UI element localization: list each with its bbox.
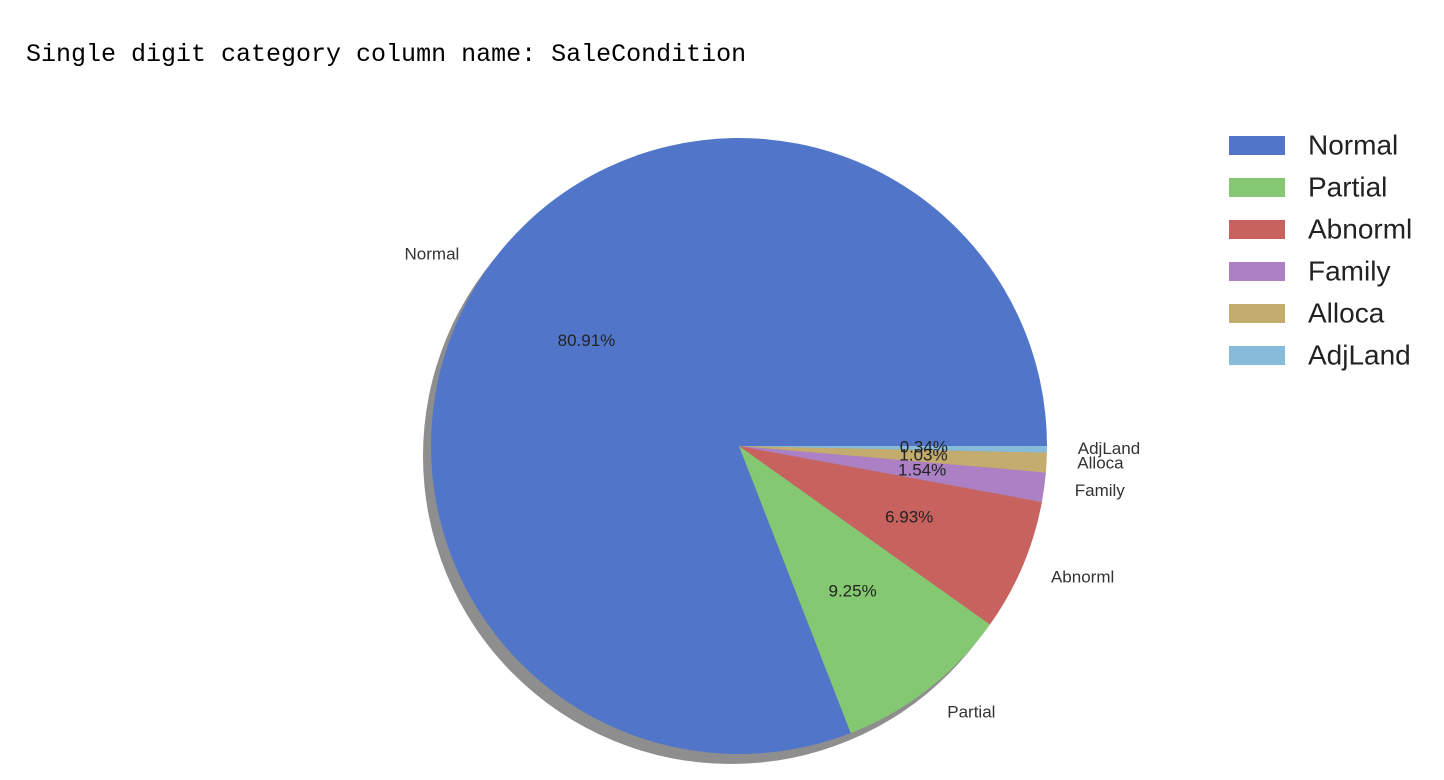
legend-swatch-adjland xyxy=(1229,346,1285,365)
slice-label-abnorml: Abnorml xyxy=(1051,568,1114,587)
slice-label-alloca: Alloca xyxy=(1077,454,1124,473)
legend-swatch-partial xyxy=(1229,178,1285,197)
legend-label-family: Family xyxy=(1308,255,1390,286)
slice-label-adjland: AdjLand xyxy=(1078,439,1140,458)
percent-label-normal: 80.91% xyxy=(558,331,616,350)
legend-swatch-family xyxy=(1229,262,1285,281)
legend-swatch-normal xyxy=(1229,136,1285,155)
legend-label-adjland: AdjLand xyxy=(1308,339,1411,370)
percent-label-alloca: 1.03% xyxy=(899,445,947,464)
percent-label-adjland: 0.34% xyxy=(900,437,948,456)
pie-slice-normal xyxy=(431,137,1047,755)
pie-slice-partial xyxy=(739,446,990,734)
pie-labels: Normal 80.91% Partial 9.25% Abnorml 6.93% Fami… xyxy=(405,244,1141,721)
pie-slice-abnorml xyxy=(739,446,1042,625)
pie-slice-family xyxy=(739,446,1046,503)
legend-swatch-alloca xyxy=(1229,304,1285,323)
legend-swatch-abnorml xyxy=(1229,220,1285,239)
legend-label-abnorml: Abnorml xyxy=(1308,213,1412,244)
percent-label-partial: 9.25% xyxy=(828,581,876,600)
percent-label-abnorml: 6.93% xyxy=(885,508,933,527)
slice-label-partial: Partial xyxy=(947,703,995,722)
legend-label-partial: Partial xyxy=(1308,171,1387,202)
slice-label-family: Family xyxy=(1075,481,1126,500)
legend-label-normal: Normal xyxy=(1308,129,1398,160)
legend-label-alloca: Alloca xyxy=(1308,297,1385,328)
chart-legend: Normal Partial Abnorml Family Alloca AdjLand xyxy=(1229,129,1412,370)
pie-slice-adjland xyxy=(739,446,1047,453)
slice-label-normal: Normal xyxy=(405,244,460,263)
pie-slices xyxy=(431,137,1047,755)
output-text: Single digit category column name: SaleC… xyxy=(26,40,747,69)
percent-label-family: 1.54% xyxy=(898,460,946,479)
pie-slice-alloca xyxy=(739,446,1047,473)
